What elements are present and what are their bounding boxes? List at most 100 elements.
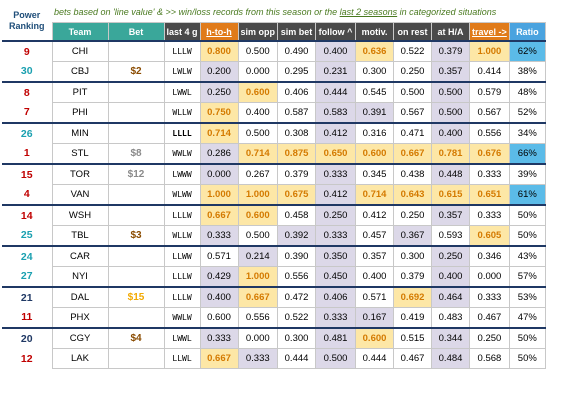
stat-cell: 0.615 bbox=[431, 184, 471, 206]
stat-cell: 0.444 bbox=[355, 348, 395, 369]
bet-amount: $3 bbox=[107, 225, 165, 247]
team-name: LAK bbox=[51, 348, 109, 369]
bet-amount: $8 bbox=[107, 143, 165, 165]
table-row: 15 TOR $12 LWWW 0.000 0.267 0.379 0.333 0.345 0.4… bbox=[2, 163, 546, 185]
stat-cell: 0.484 bbox=[431, 348, 471, 369]
table-row: 20 CGY $4 LWWL 0.333 0.000 0.300 0.481 0.600 0.51… bbox=[2, 327, 546, 349]
stat-cell: 0.316 bbox=[355, 122, 395, 144]
table-row: 1 STL $8 WWLW 0.286 0.714 0.875 0.650 0.600 0.667… bbox=[2, 143, 546, 165]
team-name: WSH bbox=[51, 204, 109, 226]
stat-cell: 0.250 bbox=[393, 204, 433, 226]
stat-cell: 0.714 bbox=[355, 184, 395, 206]
win-ratio: 34% bbox=[508, 122, 546, 144]
last-4-games: WWLW bbox=[163, 307, 201, 329]
stat-cell: 1.000 bbox=[199, 184, 239, 206]
stat-cell: 0.333 bbox=[469, 163, 510, 185]
stat-cell: 0.500 bbox=[237, 40, 279, 62]
stat-cell: 0.675 bbox=[277, 184, 317, 206]
col-header-motiv: motiv. bbox=[355, 22, 395, 42]
col-header-bet: Bet bbox=[107, 22, 165, 42]
power-rank: 30 bbox=[2, 61, 53, 82]
stat-cell: 0.875 bbox=[277, 143, 317, 165]
stat-cell: 0.471 bbox=[393, 122, 433, 144]
team-name: CBJ bbox=[51, 61, 109, 83]
stat-cell: 0.556 bbox=[277, 266, 317, 288]
stat-cell: 0.464 bbox=[431, 286, 471, 308]
table-row: 30 CBJ $2 LWLW 0.200 0.000 0.295 0.231 0.300 0.25… bbox=[2, 61, 546, 83]
title-row: Power Ranking bets based on 'line value'… bbox=[2, 2, 545, 31]
win-ratio: 47% bbox=[508, 307, 546, 329]
last-4-games: LWWL bbox=[163, 81, 201, 103]
stat-cell: 0.472 bbox=[277, 286, 317, 308]
stat-cell: 0.800 bbox=[199, 40, 239, 62]
win-ratio: 43% bbox=[508, 245, 546, 267]
team-name: MIN bbox=[51, 122, 109, 144]
win-ratio: 38% bbox=[508, 61, 546, 83]
matchup-table: Power Ranking bets based on 'line value'… bbox=[2, 2, 546, 369]
last-4-games: LLLL bbox=[163, 122, 201, 144]
team-name: STL bbox=[51, 143, 109, 165]
col-header-at-ha: at H/A bbox=[431, 22, 471, 42]
table-row: 8 PIT LWWL 0.250 0.600 0.406 0.444 0.545 0.500 0.… bbox=[2, 81, 546, 103]
stat-cell: 0.467 bbox=[393, 348, 433, 369]
stat-cell: 0.333 bbox=[315, 225, 357, 247]
power-rank: 12 bbox=[2, 348, 53, 369]
stat-cell: 0.444 bbox=[315, 81, 357, 103]
table-row: 27 NYI LLLW 0.429 1.000 0.556 0.450 0.400 0.379 0… bbox=[2, 266, 546, 288]
stat-cell: 0.344 bbox=[431, 327, 471, 349]
stat-cell: 0.406 bbox=[315, 286, 357, 308]
stat-cell: 0.571 bbox=[355, 286, 395, 308]
stat-cell: 0.414 bbox=[469, 61, 510, 83]
stat-cell: 0.250 bbox=[315, 204, 357, 226]
last-4-games: LLLW bbox=[163, 40, 201, 62]
col-header-sim-bet: sim bet bbox=[277, 22, 317, 42]
stat-cell: 0.438 bbox=[393, 163, 433, 185]
team-name: VAN bbox=[51, 184, 109, 206]
stat-cell: 0.300 bbox=[393, 245, 433, 267]
stat-cell: 0.450 bbox=[315, 266, 357, 288]
stat-cell: 0.545 bbox=[355, 81, 395, 103]
stat-cell: 0.593 bbox=[431, 225, 471, 247]
stat-cell: 0.357 bbox=[431, 61, 471, 83]
power-rank: 4 bbox=[2, 184, 53, 205]
power-rank: 24 bbox=[2, 245, 53, 267]
last-4-games: LLWL bbox=[163, 348, 201, 369]
table-row: 25 TBL $3 WLLW 0.333 0.500 0.392 0.333 0.457 0.36… bbox=[2, 225, 546, 247]
stat-cell: 1.000 bbox=[237, 266, 279, 288]
stat-cell: 0.568 bbox=[469, 348, 510, 369]
stat-cell: 0.000 bbox=[237, 61, 279, 83]
stat-cell: 0.667 bbox=[393, 143, 433, 165]
stat-cell: 0.412 bbox=[315, 122, 357, 144]
stat-cell: 0.481 bbox=[315, 327, 357, 349]
power-rank: 15 bbox=[2, 163, 53, 185]
power-rank: 21 bbox=[2, 286, 53, 308]
stat-cell: 0.400 bbox=[431, 122, 471, 144]
stat-cell: 0.392 bbox=[277, 225, 317, 247]
power-rank: 26 bbox=[2, 122, 53, 144]
stat-cell: 0.571 bbox=[199, 245, 239, 267]
bet-amount: $2 bbox=[107, 61, 165, 83]
table-row: 26 MIN LLLL 0.714 0.500 0.308 0.412 0.316 0.471 0… bbox=[2, 122, 546, 144]
stat-cell: 0.600 bbox=[355, 327, 395, 349]
stat-cell: 1.000 bbox=[237, 184, 279, 206]
stat-cell: 0.429 bbox=[199, 266, 239, 288]
bet-amount bbox=[107, 81, 165, 103]
stat-cell: 0.300 bbox=[277, 327, 317, 349]
last-4-games: LLLW bbox=[163, 204, 201, 226]
stat-cell: 0.295 bbox=[277, 61, 317, 83]
stat-cell: 0.605 bbox=[469, 225, 510, 247]
stat-cell: 0.400 bbox=[237, 102, 279, 124]
stat-cell: 0.406 bbox=[277, 81, 317, 103]
col-header-last4: last 4 g bbox=[163, 22, 201, 42]
team-name: NYI bbox=[51, 266, 109, 288]
stat-cell: 0.600 bbox=[199, 307, 239, 329]
stat-cell: 0.676 bbox=[469, 143, 510, 165]
last-4-games: WLLW bbox=[163, 225, 201, 247]
stat-cell: 0.458 bbox=[277, 204, 317, 226]
win-ratio: 39% bbox=[508, 163, 546, 185]
power-rank: 11 bbox=[2, 307, 53, 328]
stat-cell: 0.250 bbox=[431, 245, 471, 267]
last-4-games: LLLW bbox=[163, 286, 201, 308]
stat-cell: 0.333 bbox=[469, 204, 510, 226]
stat-cell: 0.650 bbox=[315, 143, 357, 165]
